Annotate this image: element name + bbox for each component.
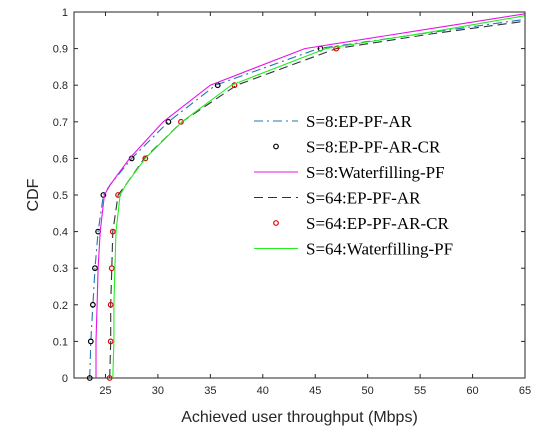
y-tick-label: 0.8	[53, 80, 68, 92]
x-tick-label: 25	[99, 385, 111, 397]
y-axis-label: CDF	[25, 178, 42, 211]
series-1-marker	[86, 375, 93, 381]
y-tick-label: 1	[62, 7, 68, 19]
series-4-marker	[333, 45, 340, 52]
series-1-marker	[100, 192, 107, 198]
series-1-marker	[87, 338, 94, 345]
legend-label: S=64:EP-PF-AR	[306, 189, 421, 208]
series-4-marker	[107, 338, 114, 345]
x-tick-label: 45	[309, 385, 321, 397]
series-2-line	[95, 13, 526, 378]
series-4-marker	[142, 155, 149, 162]
y-tick-label: 0.3	[53, 263, 68, 275]
x-tick-label: 35	[204, 385, 216, 397]
series-4-marker	[107, 301, 114, 308]
legend-label: S=8:EP-PF-AR-CR	[306, 138, 441, 157]
x-tick-label: 40	[257, 385, 269, 397]
series-4-marker	[108, 265, 115, 272]
legend-label: S=64:EP-PF-AR-CR	[306, 214, 449, 233]
legend-marker	[273, 220, 279, 226]
legend: S=8:EP-PF-AR S=8:EP-PF-AR-CR S=8:Waterfill…	[250, 107, 518, 264]
y-tick-label: 0.6	[53, 153, 68, 165]
x-axis-label: Achieved user throughput (Mbps)	[181, 409, 418, 426]
x-tick-label: 30	[152, 385, 164, 397]
legend-label: S=64:Waterfilling-PF	[306, 240, 453, 259]
series-4-marker	[106, 375, 113, 381]
legend-label: S=8:Waterfilling-PF	[306, 163, 445, 182]
y-tick-label: 0.4	[53, 227, 68, 239]
y-tick-label: 0	[62, 373, 68, 385]
legend-label: S=8:EP-PF-AR	[306, 112, 413, 131]
x-tick-label: 55	[414, 385, 426, 397]
series-5-line	[112, 15, 526, 379]
series-4-marker	[178, 118, 184, 125]
x-tick-label: 50	[362, 385, 374, 397]
series-1-marker	[92, 265, 98, 272]
y-tick-label: 0.9	[53, 44, 68, 56]
legend-box	[250, 107, 518, 264]
y-tick-label: 0.1	[53, 336, 68, 348]
legend-marker	[273, 143, 279, 150]
ticks-layer: 25 30 35 40 45 50 55 60 65 0 0.1 0.2 0.3 0.4 0.5 0.6 0.7…	[53, 7, 531, 397]
y-tick-label: 0.7	[53, 117, 68, 129]
y-tick-label: 0.5	[53, 190, 68, 202]
series-4-marker	[109, 228, 116, 235]
series-1-marker	[165, 118, 172, 125]
x-tick-label: 65	[519, 385, 531, 397]
series-1-marker	[89, 301, 96, 308]
x-tick-label: 60	[466, 385, 478, 397]
series-layer	[86, 13, 526, 381]
y-tick-label: 0.2	[53, 300, 68, 312]
